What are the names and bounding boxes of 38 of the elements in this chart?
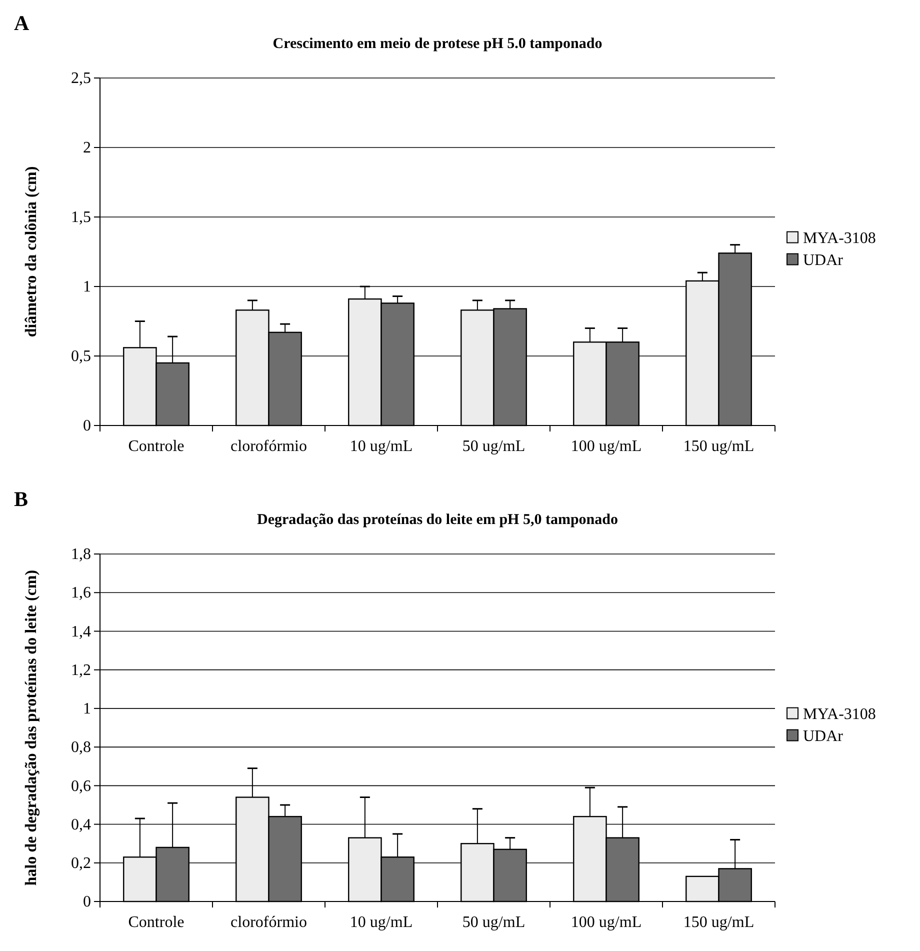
x-tick-label: Controle: [128, 438, 184, 455]
text: A: [14, 11, 30, 35]
x-tick-label: 10 ug/mL: [350, 438, 413, 455]
x-tick-label: clorofórmio: [230, 438, 307, 455]
chart-title: Crescimento em meio de protese pH 5.0 tamponado: [272, 36, 602, 52]
y-tick-label: 0,6: [71, 777, 91, 794]
x-tick-label: 150 ug/mL: [683, 913, 754, 930]
y-tick-label: 0: [83, 418, 91, 435]
y-tick-label: 1,8: [71, 546, 91, 563]
x-tick-label: 50 ug/mL: [462, 913, 526, 930]
legend-label: MYA-3108: [803, 705, 876, 722]
text: B: [14, 486, 28, 510]
y-axis-title: diâmetro da colônia (cm): [23, 166, 40, 338]
y-tick-label: 1,2: [71, 661, 91, 678]
x-tick-label: 100 ug/mL: [570, 913, 642, 930]
legend-label: UDAr: [803, 252, 844, 269]
y-tick-label: 1,6: [71, 584, 91, 602]
y-tick-label: 0,2: [71, 854, 91, 872]
chart-title: Degradação das proteínas do leite em pH 5,0 tamponado: [257, 512, 618, 528]
x-tick-label: 10 ug/mL: [350, 913, 413, 930]
x-tick-label: 50 ug/mL: [462, 438, 526, 455]
y-tick-label: 0: [83, 893, 91, 910]
y-tick-label: 0,5: [71, 348, 91, 366]
y-tick-label: 1: [83, 278, 91, 296]
y-tick-label: 0,4: [71, 816, 91, 833]
legend-label: UDAr: [803, 727, 844, 744]
x-tick-label: 100 ug/mL: [570, 438, 642, 455]
y-tick-label: 1,5: [71, 209, 91, 226]
x-tick-label: Controle: [128, 913, 184, 930]
x-tick-label: 150 ug/mL: [683, 438, 754, 455]
y-tick-label: 1,4: [71, 622, 91, 640]
y-axis-title: halo de degradação das proteínas do leite (cm): [23, 569, 40, 886]
y-tick-label: 2,5: [71, 70, 91, 88]
y-tick-label: 1: [83, 700, 91, 718]
y-tick-label: 2: [83, 140, 91, 157]
legend-label: MYA-3108: [803, 230, 876, 247]
x-tick-label: clorofórmio: [230, 913, 307, 930]
y-tick-label: 0,8: [71, 738, 91, 756]
